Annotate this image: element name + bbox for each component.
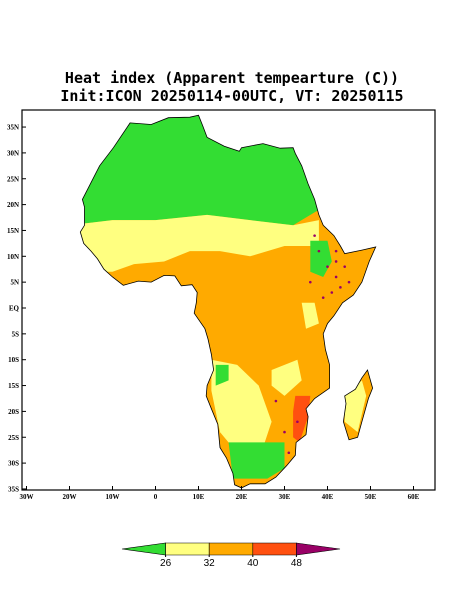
y-tick-label: 30N [7, 149, 19, 157]
region-zambia [271, 359, 302, 396]
y-tick-label: 20S [8, 408, 19, 416]
hot-spot [334, 260, 338, 263]
region-madagascar [344, 380, 367, 433]
region-kenya [301, 302, 319, 329]
y-tick-label: 20N [7, 201, 19, 209]
hot-spot [317, 249, 321, 253]
y-tick-label: 15N [7, 227, 19, 235]
colorbar-segment [296, 542, 341, 556]
hot-spot [347, 280, 351, 284]
hot-spot [313, 234, 316, 237]
x-tick-label: 0 [154, 493, 158, 501]
hot-spot [283, 430, 286, 434]
hot-spot [334, 249, 338, 253]
hot-spot [326, 265, 329, 268]
y-tick-label: 35S [8, 485, 19, 493]
map-title: Heat index (Apparent tempearture (C)) [65, 69, 399, 87]
region-angola [215, 364, 229, 386]
colorbar-segment [165, 542, 210, 556]
colorbar-segment [252, 542, 297, 556]
colorbar: 26 32 40 48 [121, 542, 341, 569]
colorbar-label: 48 [291, 558, 303, 569]
x-tick-label: 10W [106, 493, 120, 501]
x-tick-label: 20W [63, 493, 77, 501]
region-ethiopia [310, 240, 332, 277]
hot-spot [287, 451, 291, 455]
y-tick-label: 15S [8, 382, 19, 390]
map-subtitle: Init:ICON 20250114-00UTC, VT: 20250115 [60, 87, 403, 105]
y-tick-label: 30S [8, 460, 19, 468]
y-tick-label: 35N [7, 124, 19, 132]
y-tick-label: 25N [7, 175, 19, 183]
hot-spot [334, 275, 338, 279]
x-tick-label: 60E [408, 493, 420, 501]
y-tick-label: 10S [8, 356, 19, 364]
y-tick-label: 25S [8, 434, 19, 442]
region-south-africa [228, 442, 285, 479]
x-tick-label: 50E [365, 493, 377, 501]
y-tick-label: EQ [9, 305, 20, 313]
colorbar-label: 32 [204, 558, 216, 569]
coastline [79, 114, 377, 489]
y-tick-label: 5N [10, 279, 19, 287]
hot-spot [339, 286, 342, 289]
x-tick-label: 30E [279, 493, 291, 501]
x-tick-label: 40E [322, 493, 334, 501]
region-mozambique [293, 395, 311, 443]
colorbar-label: 26 [160, 558, 172, 569]
hot-spot [343, 265, 347, 268]
region-southwest [211, 359, 272, 453]
hot-spot [296, 420, 299, 424]
colorbar-label: 40 [247, 558, 259, 569]
colorbar-segment [208, 542, 254, 556]
y-tick-label: 5S [12, 330, 20, 338]
colorbar-segment [121, 542, 166, 556]
region-sahel [80, 214, 319, 272]
x-tick-label: 30W [20, 493, 34, 501]
hot-spot [330, 291, 334, 294]
x-tick-label: 20E [236, 493, 248, 501]
y-tick-label: 10N [7, 253, 19, 261]
hot-spot [309, 280, 312, 284]
hot-spot [321, 296, 325, 299]
hot-spot [274, 399, 278, 403]
x-tick-label: 10E [193, 493, 205, 501]
axis-layer: 30W 20W 10W 0 10E 20E 30E 40E 50E 60E 35N 30N 25N 20N… [7, 124, 420, 501]
